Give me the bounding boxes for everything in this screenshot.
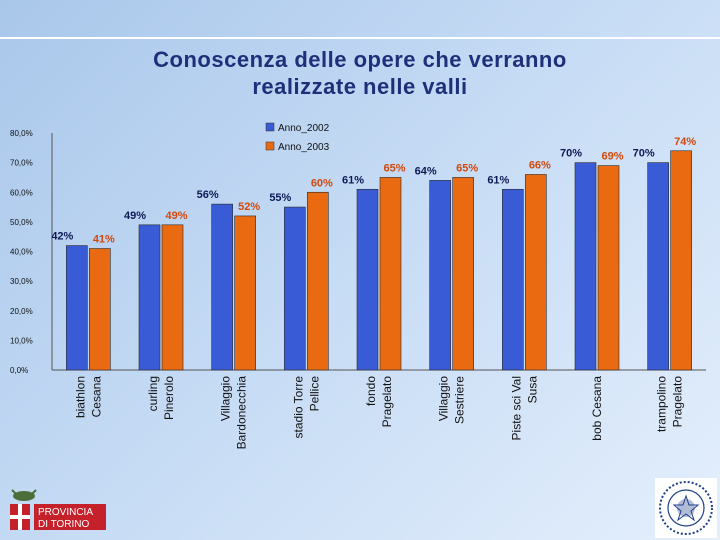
category-label-8: trampolino Pragelato bbox=[655, 376, 685, 432]
data-label: 55% bbox=[269, 192, 291, 204]
category-label-0: biathlon Cesana bbox=[73, 376, 103, 418]
bar-anno_2002-1 bbox=[138, 224, 161, 371]
bar-anno_2002-0 bbox=[66, 245, 88, 371]
bar-anno_2003-6 bbox=[525, 174, 547, 371]
data-label: 49% bbox=[124, 210, 146, 222]
data-label: 64% bbox=[415, 165, 437, 177]
title-line-1: Conoscenza delle opere che verranno bbox=[153, 47, 567, 72]
data-label: 56% bbox=[197, 189, 219, 201]
category-label-line: Pragelato bbox=[671, 376, 685, 428]
category-label-5: Villaggio Sestriere bbox=[437, 376, 467, 424]
category-label-line: Susa bbox=[525, 376, 539, 404]
y-tick-label: 50,0% bbox=[10, 218, 33, 227]
y-tick-label: 0,0% bbox=[10, 366, 28, 375]
category-label-line: Pellice bbox=[307, 376, 321, 412]
category-label-line: Piste sci Val bbox=[509, 376, 523, 440]
data-label: 74% bbox=[674, 136, 696, 148]
shield-icon bbox=[10, 504, 30, 530]
y-tick-label: 70,0% bbox=[10, 159, 33, 168]
bar-anno_2003-0 bbox=[89, 248, 111, 371]
category-label-line: biathlon bbox=[73, 376, 87, 418]
title-line-2: realizzate nelle valli bbox=[252, 74, 468, 99]
bar-anno_2002-6 bbox=[502, 188, 524, 371]
category-label-line: Cesana bbox=[89, 376, 103, 418]
bar-anno_2002-7 bbox=[574, 162, 597, 371]
data-label: 70% bbox=[560, 148, 582, 160]
category-label-6: Piste sci Val Susa bbox=[509, 376, 539, 441]
bar-anno_2003-7 bbox=[597, 165, 620, 371]
category-label-line: fondo bbox=[364, 376, 378, 406]
data-label: 65% bbox=[456, 162, 478, 174]
bar-anno_2003-8 bbox=[670, 150, 692, 371]
category-label-2: Villaggio Bardonecchia bbox=[219, 376, 249, 450]
provincia-di-torino-logo: PROVINCIA DI TORINO bbox=[10, 489, 106, 530]
y-tick-label: 80,0% bbox=[10, 129, 33, 138]
legend-swatch-anno_2003 bbox=[265, 141, 275, 151]
bar-anno_2002-3 bbox=[284, 206, 306, 371]
data-label: 49% bbox=[165, 210, 187, 222]
data-label: 70% bbox=[633, 148, 655, 160]
data-label: 60% bbox=[311, 177, 333, 189]
data-label: 66% bbox=[529, 159, 551, 171]
legend-label: Anno_2003 bbox=[278, 142, 330, 153]
category-label-line: Pinerolo bbox=[162, 376, 176, 420]
category-label-7: bob Cesana bbox=[590, 376, 604, 441]
bull-crest-icon bbox=[11, 489, 37, 501]
bar-anno_2002-4 bbox=[356, 188, 379, 371]
category-label-line: Pragelato bbox=[380, 376, 394, 428]
y-tick-label: 30,0% bbox=[10, 277, 33, 286]
data-label: 65% bbox=[383, 162, 405, 174]
header-rule bbox=[0, 37, 720, 39]
bar-anno_2003-4 bbox=[379, 177, 402, 371]
category-label-line: Villaggio bbox=[219, 376, 233, 421]
bar-anno_2002-5 bbox=[429, 180, 451, 371]
y-tick-label: 60,0% bbox=[10, 188, 33, 197]
category-label-1: curling Pinerolo bbox=[146, 376, 176, 420]
legend-label: Anno_2002 bbox=[278, 123, 330, 134]
logo-line-2: DI TORINO bbox=[38, 519, 90, 530]
data-label: 61% bbox=[342, 174, 364, 186]
category-label-4: fondo Pragelato bbox=[364, 376, 394, 428]
seal-icon bbox=[655, 478, 717, 538]
bar-anno_2003-5 bbox=[452, 177, 474, 371]
category-label-line: curling bbox=[146, 376, 160, 411]
category-label-line: bob Cesana bbox=[590, 376, 604, 441]
category-label-line: stadio Torre bbox=[291, 376, 305, 439]
bar-anno_2002-2 bbox=[211, 203, 233, 371]
data-label: 52% bbox=[238, 201, 260, 213]
bar-anno_2002-8 bbox=[647, 162, 669, 371]
data-label: 41% bbox=[93, 234, 115, 246]
data-label: 42% bbox=[51, 231, 73, 243]
category-label-line: trampolino bbox=[655, 376, 669, 432]
bar-anno_2003-2 bbox=[234, 215, 256, 371]
legend-swatch-anno_2002 bbox=[265, 122, 275, 132]
category-label-3: stadio Torre Pellice bbox=[291, 376, 321, 439]
data-label: 69% bbox=[601, 151, 623, 163]
y-tick-label: 40,0% bbox=[10, 248, 33, 257]
category-label-line: Sestriere bbox=[453, 376, 467, 424]
bar-anno_2003-3 bbox=[307, 191, 329, 371]
page-title: Conoscenza delle opere che verranno real… bbox=[60, 46, 660, 100]
y-tick-label: 20,0% bbox=[10, 307, 33, 316]
y-tick-label: 10,0% bbox=[10, 336, 33, 345]
category-label-line: Bardonecchia bbox=[235, 376, 249, 450]
logo-line-1: PROVINCIA bbox=[38, 507, 93, 518]
data-label: 61% bbox=[487, 174, 509, 186]
bar-anno_2003-1 bbox=[161, 224, 184, 371]
category-label-line: Villaggio bbox=[437, 376, 451, 421]
